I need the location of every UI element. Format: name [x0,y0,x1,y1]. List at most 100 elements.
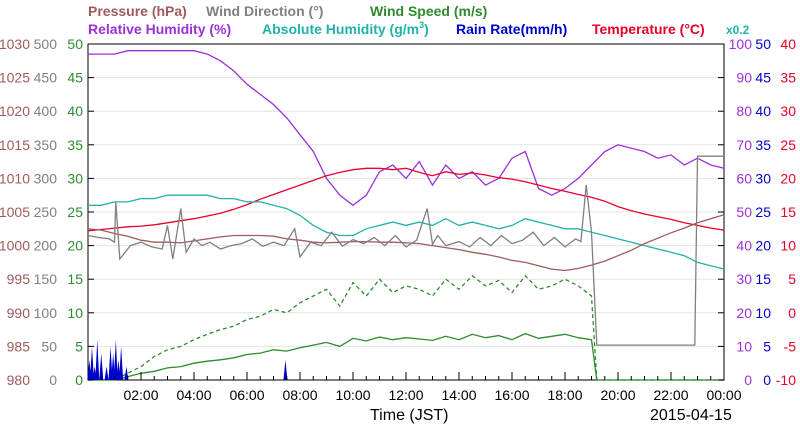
tick-label-pressure: 990 [7,305,31,321]
header-relative-humidity: Relative Humidity (%) [88,21,231,37]
tick-label-pressure: 1015 [0,137,30,153]
header-wind-speed: Wind Speed (m/s) [370,3,487,19]
rain-rate-mark [104,366,109,380]
tick-label-wind_direction: 0 [49,372,57,388]
tick-label-rain_rate: 10 [755,305,771,321]
tick-label-relative_humidity: 10 [736,338,752,354]
rain-rate-mark [283,359,288,380]
tick-label-temperature: 5 [788,271,796,287]
rain-rate-mark [99,353,104,380]
header-absolute-humidity: Absolute Humidity (g/m3) [262,20,429,37]
series-line-pressure [87,214,725,272]
tick-label-wind_speed: 25 [67,204,83,220]
left-axes: 9809859909951000100510101015102010251030… [0,36,94,388]
tick-label-wind_speed: 10 [67,305,83,321]
tick-label-relative_humidity: 20 [736,305,752,321]
abs-humidity-sup: 3 [419,20,424,30]
tick-label-wind_speed: 45 [67,70,83,86]
x-tick-label: 04:00 [176,387,211,403]
x-tick-label: 18:00 [547,387,582,403]
tick-label-pressure: 1030 [0,36,30,52]
tick-label-rain_rate: 0 [763,372,771,388]
tick-label-wind_direction: 500 [34,36,58,52]
abs-humidity-suffix: ) [424,21,429,37]
tick-label-relative_humidity: 30 [736,271,752,287]
rain-rate-mark [108,346,113,380]
tick-label-pressure: 980 [7,372,31,388]
tick-label-rain_rate: 30 [755,170,771,186]
header-wind-direction: Wind Direction (°) [206,3,323,19]
tick-label-relative_humidity: 80 [736,103,752,119]
tick-label-wind_direction: 300 [34,170,58,186]
tick-label-temperature: -5 [784,338,797,354]
rain-rate-mark [113,339,118,380]
x-tick-label: 00:00 [706,387,741,403]
tick-label-temperature: 30 [780,103,796,119]
tick-label-rain_rate: 20 [755,238,771,254]
tick-label-rain_rate: 45 [755,70,771,86]
tick-label-wind_direction: 100 [34,305,58,321]
tick-label-temperature: 40 [780,36,796,52]
tick-label-relative_humidity: 0 [744,372,752,388]
rain-rate-mark [119,346,124,380]
tick-label-rain_rate: 5 [763,338,771,354]
header-temperature: Temperature (°C) [592,21,705,37]
rain-rate-mark [89,346,94,380]
tick-label-pressure: 1010 [0,170,30,186]
tick-label-rain_rate: 50 [755,36,771,52]
tick-label-temperature: -10 [776,372,796,388]
right-axes: 0102030405060708090100051015202530354045… [718,36,796,388]
tick-label-relative_humidity: 60 [736,170,752,186]
series-line-wind-direction [87,155,724,346]
tick-label-pressure: 1005 [0,204,30,220]
tick-label-relative_humidity: 40 [736,238,752,254]
tick-label-wind_direction: 250 [34,204,58,220]
tick-label-wind_speed: 0 [75,372,83,388]
tick-label-wind_speed: 20 [67,238,83,254]
x-tick-label: 10:00 [335,387,370,403]
tick-label-rain_rate: 35 [755,137,771,153]
tick-label-relative_humidity: 100 [729,36,753,52]
tick-label-rain_rate: 40 [755,103,771,119]
tick-label-pressure: 985 [7,338,31,354]
tick-label-relative_humidity: 90 [736,70,752,86]
tick-label-temperature: 15 [780,204,796,220]
x-tick-label: 08:00 [282,387,317,403]
tick-label-wind_direction: 450 [34,70,58,86]
tick-label-wind_speed: 50 [67,36,83,52]
x-tick-label: 06:00 [229,387,264,403]
tick-label-wind_direction: 200 [34,238,58,254]
tick-label-temperature: 0 [788,305,796,321]
tick-label-wind_speed: 40 [67,103,83,119]
header-scale-note: x0.2 [726,23,750,37]
series-line-temperature [87,167,725,232]
tick-label-wind_speed: 35 [67,137,83,153]
tick-label-temperature: 20 [780,170,796,186]
header-pressure: Pressure (hPa) [88,3,187,19]
tick-label-relative_humidity: 50 [736,204,752,220]
tick-label-temperature: 10 [780,238,796,254]
abs-humidity-prefix: Absolute Humidity (g/m [262,21,419,37]
x-tick-label: 20:00 [600,387,635,403]
rain-rate-mark [95,339,100,380]
series-line-relative-humidity [88,50,725,207]
tick-label-pressure: 1020 [0,103,30,119]
x-tick-label: 12:00 [388,387,423,403]
tick-label-pressure: 1000 [0,238,30,254]
x-tick-label: 02:00 [123,387,158,403]
header-rain-rate: Rain Rate(mm/h) [456,21,567,37]
tick-label-pressure: 1025 [0,70,30,86]
chart-header: Pressure (hPa) Wind Direction (°) Wind S… [88,3,750,37]
series-line-wind-speed-mean [88,332,724,381]
tick-label-wind_speed: 5 [75,338,83,354]
series-line-absolute-humidity [88,194,725,270]
x-tick-label: 16:00 [494,387,529,403]
tick-label-relative_humidity: 70 [736,137,752,153]
x-tick-label: 22:00 [653,387,688,403]
x-tick-label: 14:00 [441,387,476,403]
tick-label-wind_direction: 150 [34,271,58,287]
series-layer [87,50,725,381]
tick-label-wind_speed: 30 [67,170,83,186]
series-line-wind-speed-gust [88,274,724,381]
